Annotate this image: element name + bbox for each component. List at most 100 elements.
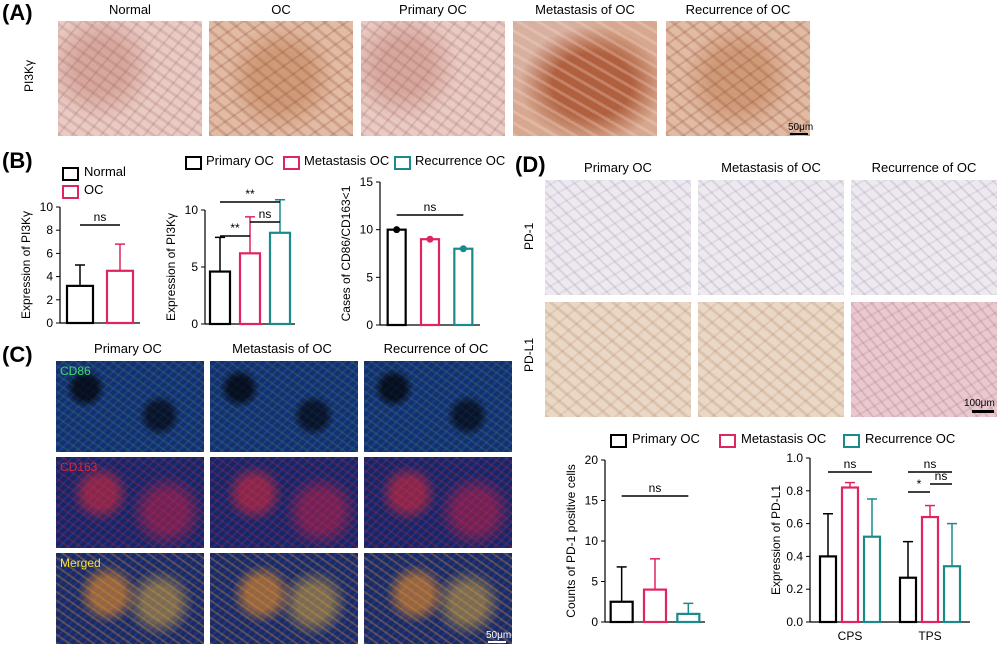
legend2-primary-label: Primary OC — [206, 153, 274, 168]
pdl1-primary-image — [545, 302, 691, 417]
if-cd163-primary — [56, 457, 204, 548]
b2-sig-a-label: ** — [245, 187, 255, 201]
d2-xtick-label: CPS — [838, 629, 863, 643]
panel-c-col-recurrence: Recurrence of OC — [383, 341, 489, 356]
d1-ylabel: Counts of PD-1 positive cells — [564, 464, 578, 617]
d2-bar-0-2 — [862, 535, 882, 624]
panel-d-scale-bar — [972, 410, 994, 413]
ihc-normal-image — [58, 21, 202, 136]
ihc-oc-image — [209, 21, 353, 136]
legend3-primary-label: Primary OC — [632, 431, 700, 446]
b2-bar-1 — [238, 252, 262, 326]
d1-ytick-label: 15 — [585, 494, 599, 508]
panel-a-col-normal: Normal — [109, 2, 151, 17]
d2-sig-tps-outer-label: ns — [924, 457, 937, 471]
b1-bar-0 — [65, 284, 95, 325]
legend-oc-label: OC — [84, 182, 104, 197]
pd1-primary-image — [545, 180, 691, 295]
b3-bar-1 — [419, 238, 441, 327]
b3-point-0 — [393, 226, 401, 234]
d1-ytick-label: 20 — [585, 453, 599, 467]
b1-bar-1 — [105, 269, 135, 325]
panel-a-col-metastasis: Metastasis of OC — [535, 2, 635, 17]
b2-bar-0 — [208, 270, 232, 326]
d2-ytick-label: 0.2 — [786, 582, 803, 596]
b2-bar-2 — [268, 231, 292, 326]
panel-d-row-pdl1: PD-L1 — [522, 337, 536, 372]
pdl1-metastasis-image — [698, 302, 844, 417]
chart-d2: 0.0 0.2 0.4 0.6 0.8 1.0 Expression of PD-L1 CPS… — [769, 451, 970, 643]
d2-ytick-label: 0.0 — [786, 615, 803, 629]
b3-ytick-label: 0 — [366, 318, 373, 332]
d1-bar-0 — [609, 600, 634, 624]
b2-ytick-label: 0 — [191, 317, 198, 331]
if-cd86-recurrence — [364, 361, 512, 452]
d2-ytick-label: 0.4 — [786, 549, 803, 563]
d2-xtick-label: TPS — [918, 629, 941, 643]
panel-a-letter: (A) — [2, 0, 33, 25]
b1-ytick-label: 4 — [46, 270, 53, 284]
panel-a-scale-bar — [790, 133, 808, 135]
d2-bar-1-2 — [942, 565, 962, 624]
panel-b-letter: (B) — [2, 148, 33, 173]
d2-bar-0-1 — [840, 486, 860, 624]
legend3-primary-swatch — [610, 434, 627, 448]
pd1-recurrence-image — [851, 180, 997, 295]
b3-point-1 — [426, 235, 434, 243]
if-cd86-metastasis — [210, 361, 358, 452]
b1-ytick-label: 8 — [46, 223, 53, 237]
panel-a-col-primary: Primary OC — [399, 2, 467, 17]
legend2-recurrence-swatch — [394, 156, 411, 170]
panel-d-scale-label: 100μm — [964, 398, 995, 409]
if-merged-primary — [56, 553, 204, 644]
panel-c-col-primary: Primary OC — [94, 341, 162, 356]
b1-ylabel: Expression of PI3Kγ — [19, 211, 33, 319]
panel-a-col-recurrence: Recurrence of OC — [685, 2, 791, 17]
b2-ytick-label: 10 — [185, 203, 199, 217]
b3-ytick-label: 10 — [360, 223, 374, 237]
if-row-label-cd163: CD163 — [60, 460, 98, 474]
if-merged-metastasis — [210, 553, 358, 644]
ihc-recurrence-image — [666, 21, 810, 136]
panel-a-row-label: PI3Kγ — [22, 59, 36, 92]
if-cd86-primary — [56, 361, 204, 452]
d2-sig-tps-a-label: * — [917, 477, 922, 491]
pdl1-recurrence-image — [851, 302, 997, 417]
b1-ytick-label: 10 — [40, 200, 54, 214]
b3-point-2 — [459, 245, 467, 253]
d2-bar-1-1 — [920, 515, 940, 624]
panel-d-col-primary: Primary OC — [584, 160, 652, 175]
b2-ylabel: Expression of PI3Kγ — [164, 213, 178, 321]
legend2-metastasis-swatch — [283, 156, 300, 170]
ihc-metastasis-image — [513, 21, 657, 136]
b2-sig-c-label: ns — [259, 207, 272, 221]
if-cd163-recurrence — [364, 457, 512, 548]
b1-sig-label: ns — [94, 210, 107, 224]
b3-ylabel: Cases of CD86/CD163<1 — [339, 185, 353, 321]
b1-ytick-label: 6 — [46, 246, 53, 260]
panel-d-letter: (D) — [515, 152, 546, 177]
d2-ylabel: Expression of PD-L1 — [769, 485, 783, 595]
d2-sig-cps-label: ns — [844, 457, 857, 471]
panel-d-row-pd1: PD-1 — [522, 222, 536, 250]
panel-c-letter: (C) — [2, 342, 33, 367]
panel-d-col-recurrence: Recurrence of OC — [871, 160, 977, 175]
legend3-recurrence-label: Recurrence OC — [865, 431, 956, 446]
b3-bar-0 — [386, 228, 407, 327]
d2-bar-0-0 — [818, 555, 838, 624]
panel-d-col-metastasis: Metastasis of OC — [721, 160, 821, 175]
legend2-recurrence-label: Recurrence OC — [415, 153, 506, 168]
chart-b2: 0 5 10 Expression of PI3Kγ ** ** ns — [164, 187, 295, 331]
legend-normal-swatch — [62, 167, 79, 181]
legend2-primary-swatch — [185, 156, 202, 170]
chart-b3: 0 5 10 15 Cases of CD86/CD163<1 ns — [339, 175, 480, 332]
d2-bar-1-0 — [898, 576, 918, 624]
d2-sig-tps-b-label: ns — [935, 469, 948, 483]
legend-oc-swatch — [62, 185, 79, 199]
d1-sig-label: ns — [649, 481, 662, 495]
d1-ytick-label: 5 — [591, 575, 598, 589]
panel-a-col-oc: OC — [271, 2, 291, 17]
panel-a-scale-label: 50μm — [788, 122, 814, 133]
b2-ytick-label: 5 — [191, 260, 198, 274]
b3-ytick-label: 15 — [360, 175, 374, 189]
